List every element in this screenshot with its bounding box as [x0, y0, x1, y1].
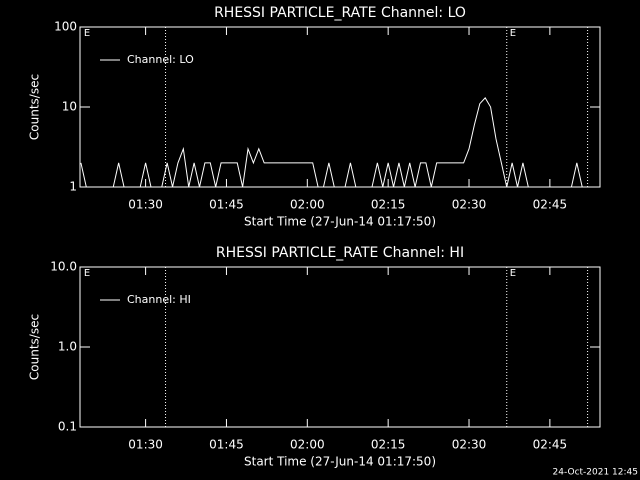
flag-label: E	[510, 268, 516, 279]
y-tick-label: 10	[62, 100, 77, 114]
x-axis-label: Start Time (27-Jun-14 01:17:50)	[244, 215, 436, 229]
x-tick-label: 02:00	[290, 198, 325, 212]
flag-label: E	[84, 268, 90, 279]
y-tick-label: 0.1	[58, 420, 77, 434]
legend-label: Channel: HI	[127, 293, 191, 306]
x-tick-label: 02:30	[452, 198, 487, 212]
x-tick-label: 02:30	[452, 438, 487, 452]
x-tick-label: 01:45	[209, 198, 244, 212]
x-tick-label: 02:15	[371, 438, 406, 452]
plot-frame	[79, 266, 601, 428]
data-line	[80, 97, 599, 188]
x-tick-label: 01:30	[128, 438, 163, 452]
y-tick-label: 10.0	[50, 260, 77, 274]
y-axis-label: Counts/sec	[28, 74, 42, 140]
x-tick-label: 02:15	[371, 198, 406, 212]
plot-frame	[79, 26, 601, 188]
y-tick-label: 1	[69, 180, 77, 194]
y-tick-label: 100	[54, 20, 77, 34]
x-tick-label: 02:45	[533, 198, 568, 212]
x-tick-label: 01:45	[209, 438, 244, 452]
chart-title: RHESSI PARTICLE_RATE Channel: HI	[216, 245, 464, 261]
x-tick-label: 01:30	[128, 198, 163, 212]
chart-title: RHESSI PARTICLE_RATE Channel: LO	[214, 5, 466, 21]
legend-label: Channel: LO	[127, 53, 194, 66]
y-tick-label: 1.0	[58, 340, 77, 354]
x-tick-label: 02:00	[290, 438, 325, 452]
x-axis-label: Start Time (27-Jun-14 01:17:50)	[244, 455, 436, 469]
flag-label: E	[510, 28, 516, 39]
y-axis-label: Counts/sec	[28, 314, 42, 380]
footer-date: 24-Oct-2021 12:45	[553, 468, 638, 478]
flag-label: E	[84, 28, 90, 39]
x-tick-label: 02:45	[533, 438, 568, 452]
